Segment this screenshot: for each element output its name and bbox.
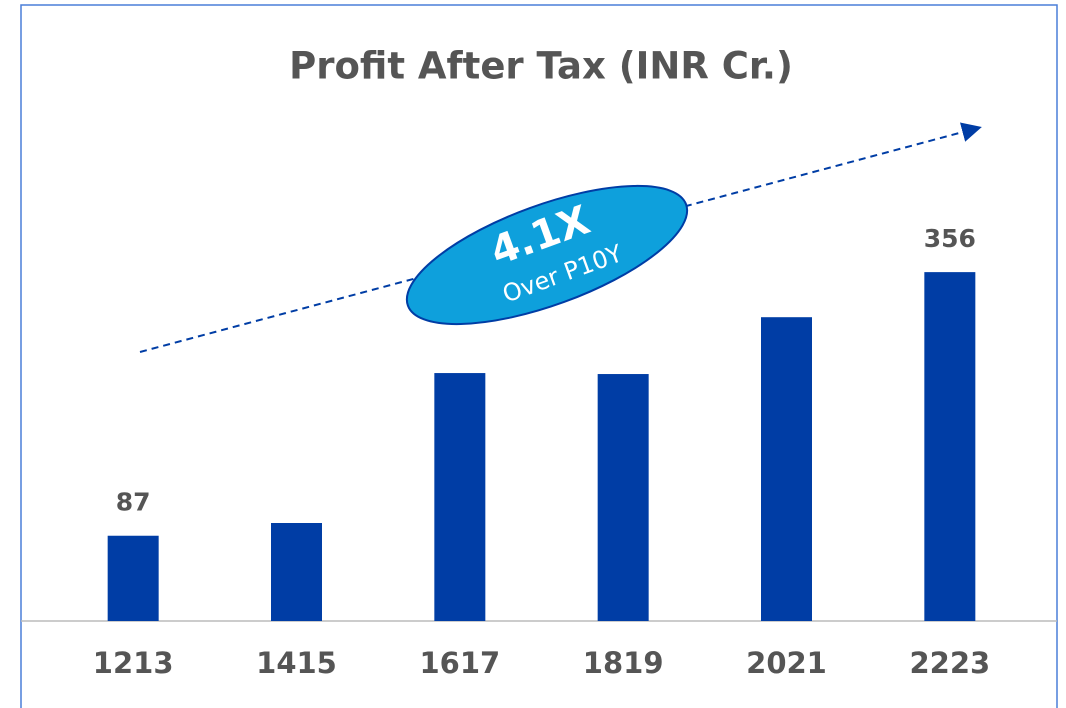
x-tick-label: 1617 [419,646,500,680]
data-label: 87 [116,488,151,517]
bar [271,523,322,621]
bar [761,317,812,621]
x-tick-label: 1819 [583,646,664,680]
bar [434,373,486,621]
bar [107,535,159,621]
data-label: 356 [924,224,976,253]
bar [597,374,649,621]
x-tick-label: 2223 [909,646,990,680]
x-tick-label: 2021 [746,646,827,680]
bar [924,272,976,621]
frame [20,4,1058,708]
x-tick-label: 1415 [256,646,337,680]
x-tick-label: 1213 [93,646,174,680]
chart-title: Profit After Tax (INR Cr.) [289,45,793,88]
